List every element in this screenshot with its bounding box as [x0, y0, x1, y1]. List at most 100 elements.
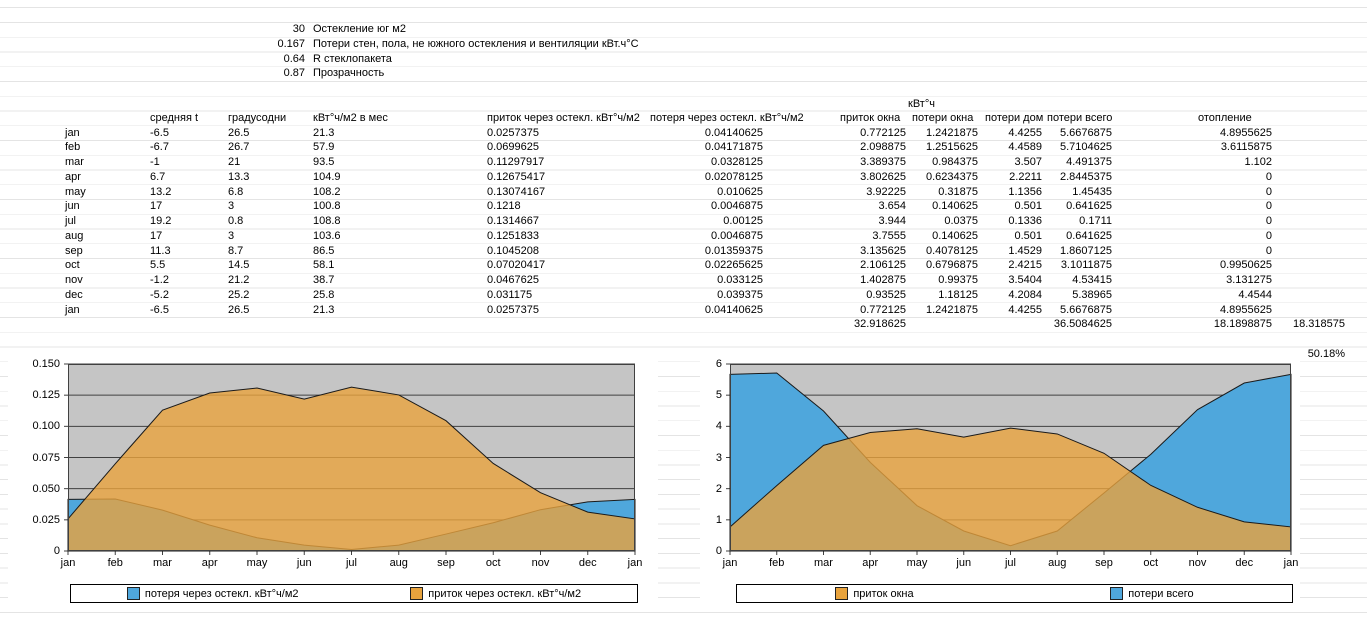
value-cell[interactable]: 1.8607125: [1060, 244, 1112, 257]
value-cell[interactable]: 1.2421875: [926, 303, 978, 316]
value-cell[interactable]: 0.140625: [932, 200, 978, 213]
value-cell[interactable]: 0.93525: [866, 288, 906, 301]
value-cell[interactable]: -1: [150, 156, 160, 168]
param-label-transparency[interactable]: Прозрачность: [313, 67, 385, 80]
value-cell[interactable]: 0.1711: [1079, 215, 1112, 227]
value-cell[interactable]: 3.5404: [1008, 274, 1042, 286]
column-header[interactable]: потери окна: [912, 112, 974, 124]
value-cell[interactable]: 3.131275: [1226, 274, 1272, 286]
value-cell[interactable]: 3: [228, 229, 235, 242]
value-cell[interactable]: 0.04140625: [704, 303, 763, 316]
value-cell[interactable]: 3.654: [878, 200, 906, 213]
value-cell[interactable]: 1.102: [1244, 156, 1272, 168]
param-label-losses-coef[interactable]: Потери стен, пола, не южного остекления …: [313, 37, 639, 50]
value-cell[interactable]: 3: [228, 200, 235, 213]
value-cell[interactable]: 5.7104625: [1060, 141, 1112, 154]
value-cell[interactable]: 11.3: [150, 244, 171, 257]
column-header[interactable]: градусодни: [228, 112, 287, 124]
value-cell[interactable]: 108.2: [313, 185, 341, 198]
month-cell[interactable]: jan: [65, 303, 80, 316]
value-cell[interactable]: -1.2: [150, 274, 169, 286]
value-cell[interactable]: 0: [1265, 200, 1272, 213]
value-cell[interactable]: 19.2: [150, 215, 172, 227]
value-cell[interactable]: 0.140625: [932, 229, 978, 242]
value-cell[interactable]: 17: [150, 229, 163, 242]
value-cell[interactable]: 2.098875: [860, 141, 906, 154]
value-cell[interactable]: 0.039375: [717, 288, 763, 301]
chart-window-energy-plot-area[interactable]: [726, 363, 1292, 555]
total-cell[interactable]: 36.5084625: [1053, 318, 1112, 331]
value-cell[interactable]: 2.4215: [1008, 259, 1042, 272]
chart-glazing-per-m2-plot-area[interactable]: [64, 363, 636, 555]
value-cell[interactable]: 4.8955625: [1220, 303, 1272, 316]
value-cell[interactable]: 17: [150, 200, 163, 213]
value-cell[interactable]: 13.3: [228, 170, 250, 183]
value-cell[interactable]: 1.402875: [860, 274, 906, 286]
legend-item[interactable]: потери всего: [1110, 587, 1194, 600]
area-series[interactable]: [67, 386, 636, 552]
value-cell[interactable]: 3.944: [878, 215, 906, 227]
area-series[interactable]: [729, 427, 1292, 552]
month-cell[interactable]: aug: [65, 229, 84, 242]
value-cell[interactable]: 2.8445375: [1060, 170, 1112, 183]
value-cell[interactable]: 1.2515625: [926, 141, 978, 154]
value-cell[interactable]: 3.802625: [860, 170, 906, 183]
value-cell[interactable]: 14.5: [228, 259, 250, 272]
value-cell[interactable]: 0.8: [228, 215, 244, 227]
value-cell[interactable]: 0.04140625: [704, 126, 763, 139]
value-cell[interactable]: 0.0375: [944, 215, 978, 227]
value-cell[interactable]: 103.6: [313, 229, 341, 242]
value-cell[interactable]: 6.8: [228, 185, 244, 198]
value-cell[interactable]: 3.1011875: [1060, 259, 1112, 272]
value-cell[interactable]: 0: [1265, 185, 1272, 198]
value-cell[interactable]: -6.7: [150, 141, 169, 154]
month-cell[interactable]: may: [65, 185, 86, 198]
value-cell[interactable]: 1.2421875: [926, 126, 978, 139]
value-cell[interactable]: 4.8955625: [1220, 126, 1272, 139]
value-cell[interactable]: 4.4255: [1008, 126, 1042, 139]
value-cell[interactable]: 3.389375: [860, 156, 906, 168]
value-cell[interactable]: 5.6676875: [1060, 303, 1112, 316]
value-cell[interactable]: 0.501: [1014, 229, 1042, 242]
value-cell[interactable]: 0.6796875: [926, 259, 978, 272]
value-cell[interactable]: 0.0046875: [711, 229, 763, 242]
value-cell[interactable]: 21.3: [313, 303, 335, 316]
value-cell[interactable]: 4.53415: [1072, 274, 1112, 286]
value-cell[interactable]: 1.4529: [1008, 244, 1042, 257]
value-cell[interactable]: 0: [1265, 229, 1272, 242]
value-cell[interactable]: -6.5: [150, 303, 169, 316]
value-cell[interactable]: 4.4544: [1238, 288, 1272, 301]
value-cell[interactable]: 0.1218: [487, 200, 521, 213]
total-cell[interactable]: 32.918625: [854, 318, 906, 331]
legend-item[interactable]: приток через остекл. кВт°ч/м2: [410, 587, 581, 600]
month-cell[interactable]: jun: [65, 200, 80, 213]
value-cell[interactable]: 6.7: [150, 170, 166, 183]
value-cell[interactable]: 2.106125: [860, 259, 906, 272]
value-cell[interactable]: 26.5: [228, 303, 250, 316]
month-cell[interactable]: jul: [65, 215, 77, 227]
value-cell[interactable]: 26.5: [228, 126, 250, 139]
value-cell[interactable]: 0.641625: [1066, 229, 1112, 242]
column-header[interactable]: средняя t: [150, 112, 199, 124]
value-cell[interactable]: 0.11297917: [487, 156, 545, 168]
column-header[interactable]: отопление: [1198, 112, 1252, 124]
value-cell[interactable]: 0.13074167: [487, 185, 546, 198]
month-cell[interactable]: mar: [65, 156, 84, 168]
month-cell[interactable]: dec: [65, 288, 83, 301]
value-cell[interactable]: 0.99375: [938, 274, 978, 286]
value-cell[interactable]: 4.491375: [1066, 156, 1112, 168]
value-cell[interactable]: 0.02078125: [704, 170, 763, 183]
value-cell[interactable]: 8.7: [228, 244, 244, 257]
value-cell[interactable]: 1.1356: [1008, 185, 1042, 198]
value-cell[interactable]: 0: [1265, 244, 1272, 257]
value-cell[interactable]: 3.7555: [872, 229, 906, 242]
value-cell[interactable]: 93.5: [313, 156, 335, 168]
value-cell[interactable]: 0.0328125: [711, 156, 763, 168]
value-cell[interactable]: 0.1314667: [487, 215, 539, 227]
month-cell[interactable]: jan: [65, 126, 80, 139]
legend-item[interactable]: приток окна: [835, 587, 914, 600]
column-header[interactable]: потеря через остекл. кВт°ч/м2: [650, 112, 804, 124]
value-cell[interactable]: 4.4589: [1008, 141, 1042, 154]
percent-cell[interactable]: 50.18%: [1307, 347, 1345, 360]
total-cell[interactable]: 18.1898875: [1213, 318, 1272, 331]
